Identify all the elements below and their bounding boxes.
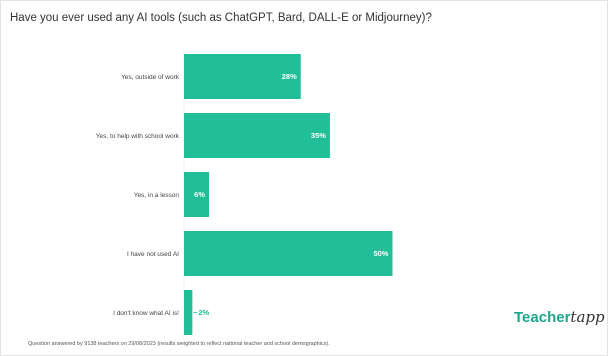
value-label-yes-outside-of-work: 28%: [282, 72, 297, 81]
teachertapp-logo: Teachertapp: [514, 310, 605, 326]
category-label-yes-in-a-lesson: Yes, in a lesson: [134, 192, 180, 199]
value-label-yes-to-help-with-school-work: 35%: [311, 131, 326, 140]
chart-title: Have you ever used any AI tools (such as…: [10, 12, 432, 24]
bar-yes-outside-of-work: [184, 54, 301, 99]
logo-text-main: Teacher: [514, 309, 571, 326]
category-label-yes-to-help-with-school-work: Yes, to help with school work: [96, 133, 180, 140]
bar-yes-in-a-lesson: [184, 172, 210, 217]
category-label-i-have-not-used-ai: I have not used AI: [127, 251, 179, 258]
category-label-i-don-t-know-what-ai-is: I don't know what AI is!: [113, 310, 179, 317]
logo-text-script: tapp: [570, 308, 605, 326]
value-label-yes-in-a-lesson: 6%: [194, 190, 205, 199]
bar-i-have-not-used-ai: [184, 231, 393, 276]
footnote: Question answered by 9138 teachers on 29…: [28, 341, 330, 347]
value-label-i-don-t-know-what-ai-is: 2%: [198, 308, 209, 317]
bar-yes-to-help-with-school-work: [184, 113, 330, 158]
value-label-i-have-not-used-ai: 50%: [373, 249, 388, 258]
category-label-yes-outside-of-work: Yes, outside of work: [121, 74, 180, 81]
bar-i-don-t-know-what-ai-is: [184, 290, 193, 335]
